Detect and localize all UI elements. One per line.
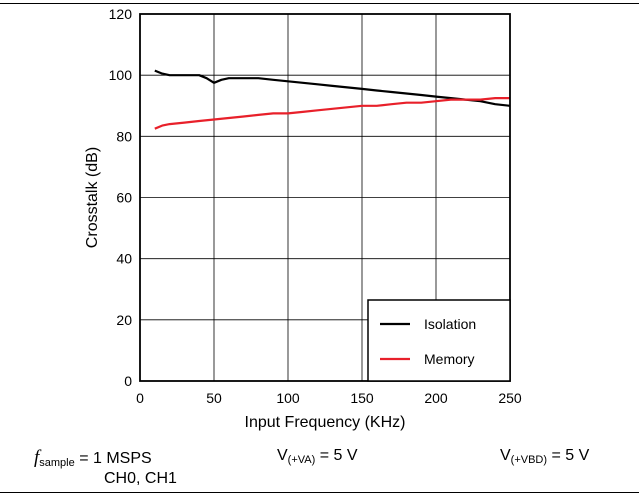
va-value: = 5 V [315, 447, 358, 464]
y-tick-label: 0 [124, 373, 132, 389]
sample-rate-condition: fsample = 1 MSPS [34, 447, 152, 469]
x-tick-label: 50 [206, 390, 222, 406]
x-axis-label: Input Frequency (KHz) [245, 414, 406, 431]
f-symbol: f [34, 447, 40, 468]
y-tick-label: 60 [116, 190, 132, 206]
legend-label-memory: Memory [424, 351, 475, 367]
x-tick-label: 200 [424, 390, 448, 406]
f-value: = 1 MSPS [74, 450, 152, 467]
series-line-isolation [154, 69, 511, 107]
f-subscript: sample [39, 457, 75, 469]
channels-condition: CH0, CH1 [104, 470, 177, 487]
va-main: V [277, 447, 288, 464]
top-rule [0, 3, 639, 4]
legend-label-isolation: Isolation [424, 316, 476, 332]
y-tick-label: 40 [116, 251, 132, 267]
va-condition: V(+VA) = 5 V [277, 447, 358, 466]
vbd-subscript: (+VBD) [510, 454, 548, 466]
bottom-rule [0, 492, 639, 493]
y-tick-label: 100 [109, 67, 133, 83]
vbd-value: = 5 V [547, 447, 590, 464]
vbd-main: V [500, 447, 511, 464]
crosstalk-chart: 0 50 100 150 200 250 0 20 40 60 80 100 120 Input Freq… [84, 6, 522, 431]
x-tick-label: 0 [136, 390, 144, 406]
x-tick-label: 100 [276, 390, 300, 406]
y-tick-label: 80 [116, 128, 132, 144]
plot-frame [139, 13, 511, 382]
x-tick-label: 250 [498, 390, 522, 406]
va-subscript: (+VA) [287, 454, 316, 466]
legend-box [367, 299, 511, 382]
vbd-condition: V(+VBD) = 5 V [500, 447, 589, 466]
series-line-memory [154, 97, 510, 130]
y-tick-label: 120 [109, 6, 133, 22]
y-tick-label: 20 [116, 312, 132, 328]
x-tick-label: 150 [350, 390, 374, 406]
y-axis-label: Crosstalk (dB) [84, 147, 101, 248]
